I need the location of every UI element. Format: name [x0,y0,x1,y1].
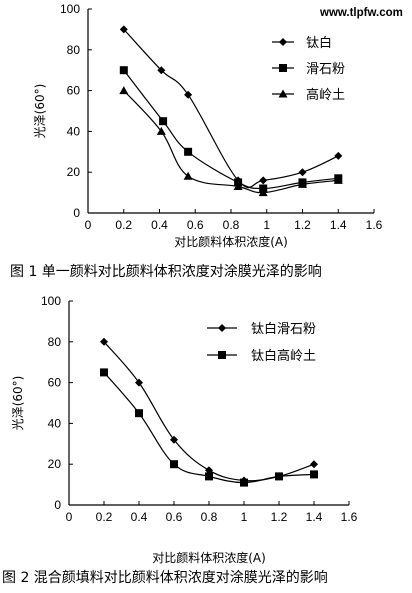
y-axis-title: 光泽(60°) [33,84,47,139]
x-tick-label: 1.6 [341,510,358,524]
data-point-series-2 [170,460,178,469]
x-tick-label: 1.4 [330,218,347,232]
x-tick-label: 0.2 [115,218,132,232]
legend-marker [278,89,288,98]
data-point-series-1 [334,151,343,160]
data-point-series-1 [100,337,108,346]
data-point-series-1 [184,90,193,99]
series-line-2 [103,372,315,484]
data-point-series-1 [157,66,166,75]
data-point-series-2 [310,470,318,479]
x-axis-title: 对比颜料体积浓度(A) [174,234,288,249]
data-point-series-2 [100,368,108,377]
y-tick-label: 0 [54,498,61,512]
data-point-series-3 [298,179,307,188]
series-line-3 [123,90,339,194]
data-point-series-1 [310,460,318,469]
data-point-series-3 [119,86,129,95]
x-tick-label: 0.4 [151,218,168,232]
legend-label: 滑石粉 [306,62,345,77]
x-tick-label: 0.8 [223,218,240,232]
x-tick-label: 1.4 [306,510,323,524]
y-tick-label: 80 [67,43,81,57]
y-tick-label: 100 [41,294,61,308]
data-point-series-1 [170,435,178,444]
x-tick-label: 0.4 [131,510,148,524]
data-point-series-3 [183,171,193,180]
y-tick-label: 40 [67,124,81,138]
watermark: www.tlpfw.com [319,7,403,19]
y-axis-title: 光泽(60°) [11,376,25,431]
legend-label: 高岭土 [306,87,345,103]
legend-marker [218,351,226,359]
data-point-series-2 [205,472,213,481]
x-tick-label: 0.2 [96,510,113,524]
y-tick-label: 20 [67,165,81,179]
y-tick-label: 20 [48,457,62,471]
figure-caption: 图 1 单一颜料对比颜料体积浓度对涂膜光泽的影响 [10,264,322,280]
x-tick-label: 0.8 [201,510,218,524]
figure-caption: 图 2 混合颜填料对比颜料体积浓度对涂膜光泽的影响 [2,570,328,586]
x-axis-title: 对比颜料体积浓度(A) [152,550,266,565]
data-point-series-2 [275,472,283,481]
x-tick-label: 1.2 [271,510,288,524]
data-point-series-2 [184,147,193,156]
data-point-series-1 [298,168,307,177]
x-tick-label: 1 [263,218,270,232]
legend-label: 钛白 [306,35,332,51]
chart-figure-1: 0 0.2 0.4 0.6 0.8 1 1.2 1.4 1.6 0 20 40 60 80 100 对比颜料体… [10,2,383,280]
data-point-series-3 [333,175,343,184]
data-point-series-1 [205,466,213,475]
x-tick-label: 0 [85,218,92,232]
data-point-series-2 [119,66,128,75]
x-tick-label: 1 [241,510,248,524]
y-tick-label: 40 [48,416,62,430]
data-point-series-2 [135,409,143,418]
x-tick-label: 0.6 [187,218,204,232]
data-point-series-1 [135,378,143,387]
y-tick-label: 60 [67,84,81,98]
data-point-series-3 [258,188,268,197]
series-line-1 [123,28,339,189]
legend-label: 钛白高岭土 [251,348,316,364]
legend-marker [218,324,226,332]
legend-marker [279,38,287,46]
data-point-series-1 [259,176,268,185]
data-point-series-3 [233,182,243,190]
x-tick-label: 1.2 [294,218,311,232]
data-point-series-2 [159,117,168,126]
legend-label: 钛白滑石粉 [251,321,316,337]
x-tick-label: 0 [66,510,73,524]
legend-marker [279,64,287,72]
x-tick-label: 1.6 [366,218,383,232]
data-point-series-3 [156,126,166,135]
data-point-series-2 [240,478,248,487]
y-tick-label: 80 [48,335,62,349]
x-tick-label: 0.6 [166,510,183,524]
y-tick-label: 100 [60,2,80,16]
y-tick-label: 0 [73,206,80,220]
chart-figure-2: 0 0.2 0.4 0.6 0.8 1 1.2 1.4 1.6 0 20 40 60 80 100 对比颜料体… [2,294,358,586]
data-point-series-1 [119,25,128,34]
y-tick-label: 60 [48,376,62,390]
